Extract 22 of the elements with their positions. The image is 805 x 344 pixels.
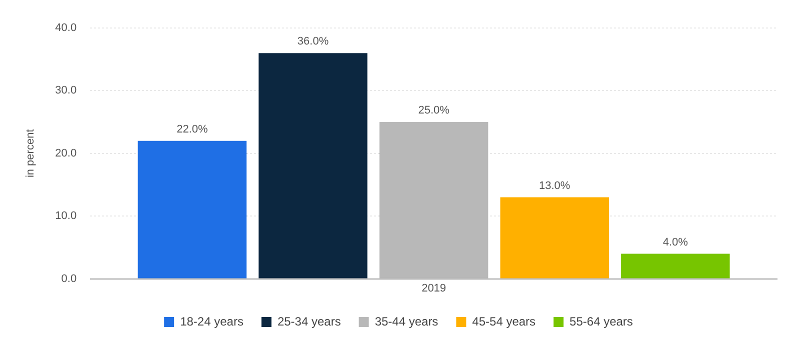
x-tick-label: 2019 <box>422 282 446 294</box>
legend-label: 35-44 years <box>374 314 438 328</box>
bar <box>258 53 368 278</box>
y-tick-label: 30.0 <box>55 84 77 97</box>
bar <box>379 122 488 278</box>
y-tick-label: 40.0 <box>55 22 77 34</box>
bar <box>621 254 730 278</box>
data-label: 25.0% <box>418 104 450 117</box>
data-label: 13.0% <box>539 180 570 192</box>
legend-label: 18-24 years <box>180 314 244 328</box>
legend-label: 25-34 years <box>277 314 341 328</box>
data-label: 22.0% <box>176 123 208 136</box>
bar <box>500 197 609 278</box>
data-label: 36.0% <box>297 36 329 48</box>
legend-label: 45-54 years <box>472 314 536 328</box>
y-axis-title: in percent <box>24 129 37 178</box>
y-tick-label: 10.0 <box>55 210 77 222</box>
bar <box>138 140 247 278</box>
legend-label: 55-64 years <box>570 314 633 328</box>
data-label: 4.0% <box>662 236 688 248</box>
y-tick-label: 0.0 <box>61 272 77 285</box>
y-tick-label: 20.0 <box>55 147 77 160</box>
